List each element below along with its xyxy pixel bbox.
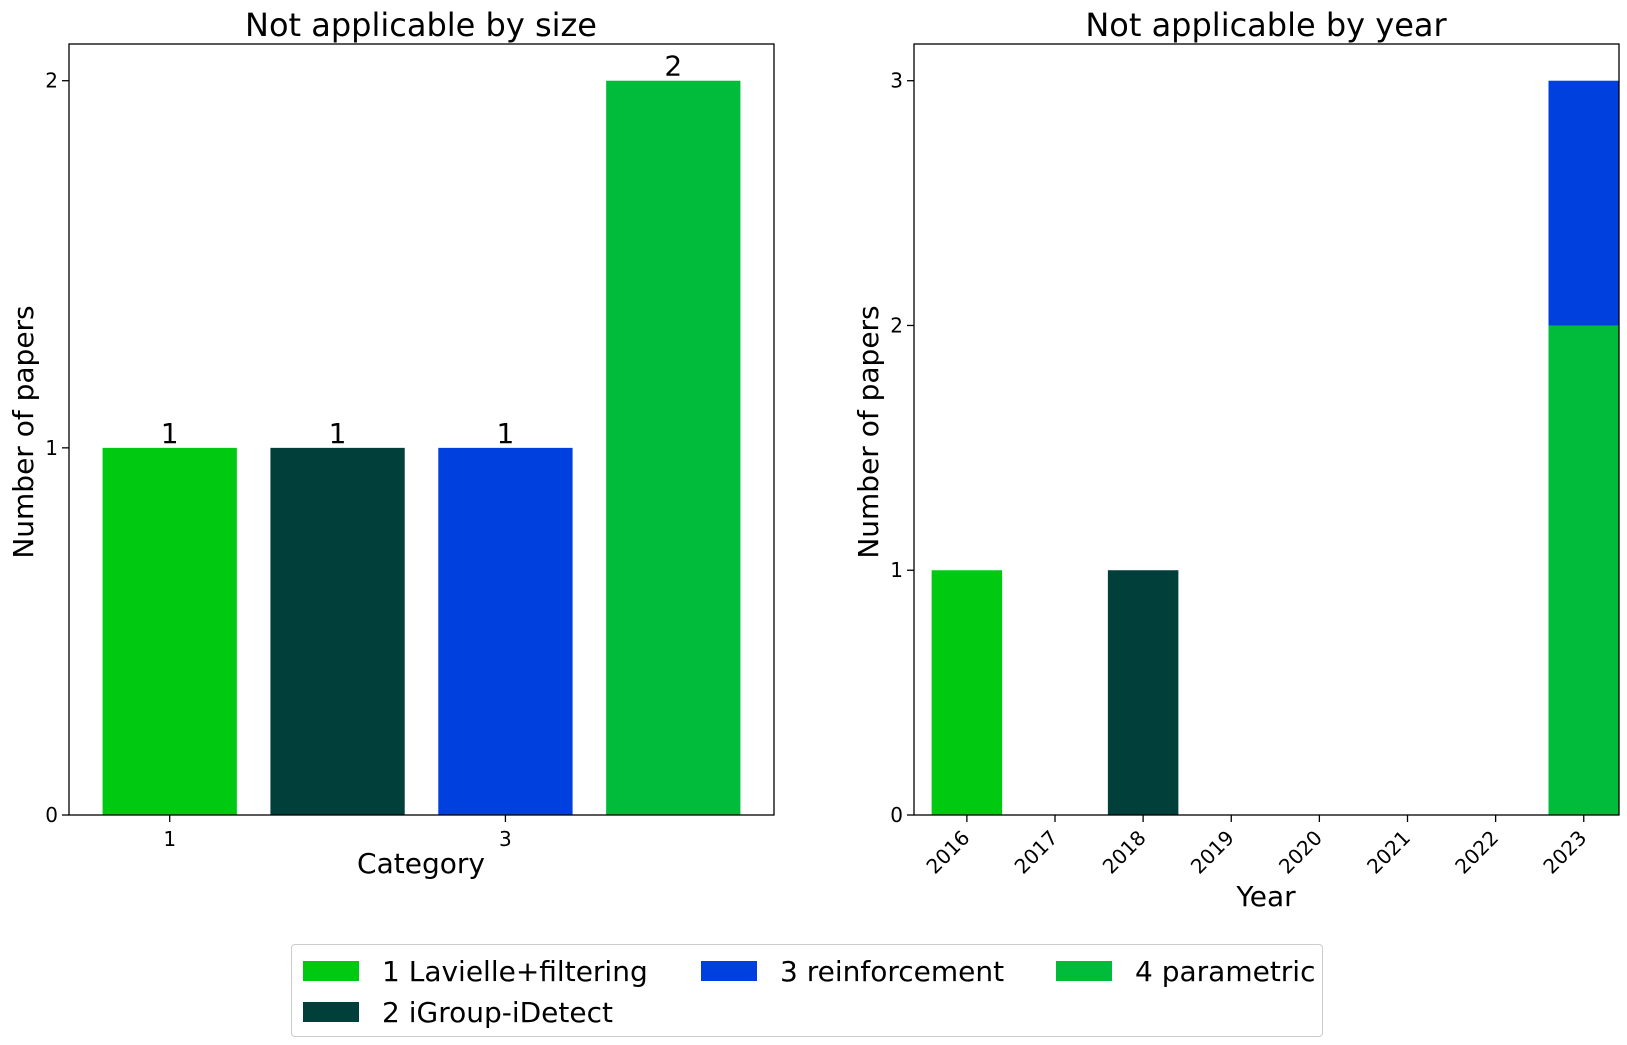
- chart-size-xlabel: Category: [357, 847, 485, 880]
- bar-2018-2-igroup-idetect: [1107, 570, 1179, 815]
- chart-size-frame: [68, 43, 775, 816]
- chart-size-bars: 1 1 1 2: [102, 50, 741, 815]
- x-tick-label: 2018: [1098, 826, 1151, 879]
- legend-swatch-parametric: [1056, 961, 1112, 981]
- chart-year-frame: [913, 43, 1620, 816]
- bar-category-2: [270, 447, 405, 815]
- legend-swatch-igroup: [303, 1002, 359, 1022]
- x-tick-label: 2022: [1450, 826, 1503, 879]
- y-tick-label: 0: [45, 803, 58, 827]
- bar-category-3: [438, 447, 573, 815]
- legend-label-reinforcement: 3 reinforcement: [780, 954, 1005, 988]
- data-label-category-4: 2: [664, 50, 682, 83]
- legend-label-lavielle: 1 Lavielle+filtering: [382, 954, 648, 988]
- legend-label-parametric: 4 parametric: [1135, 954, 1316, 988]
- data-label-category-3: 1: [497, 417, 515, 450]
- x-tick-label: 2016: [921, 826, 974, 879]
- x-tick-label: 3: [499, 827, 512, 851]
- legend-label-igroup: 2 iGroup-iDetect: [382, 995, 613, 1029]
- data-label-category-2: 1: [329, 417, 347, 450]
- y-tick-label: 3: [890, 69, 903, 93]
- x-tick-label: 2021: [1362, 826, 1415, 879]
- chart-size-title: Not applicable by size: [245, 6, 597, 44]
- bar-category-4: [606, 80, 741, 815]
- x-tick-label: 2017: [1010, 826, 1063, 879]
- chart-year-xlabel: Year: [1235, 880, 1296, 913]
- chart-size-axes: 0 1 2 1 3: [45, 69, 512, 851]
- y-tick-label: 2: [890, 313, 903, 337]
- x-tick-label: 1: [163, 827, 176, 851]
- y-tick-label: 2: [45, 69, 58, 93]
- chart-year-bars: [931, 80, 1619, 815]
- bar-2016-1-lavielle-filtering: [931, 570, 1003, 815]
- bar-category-1: [102, 447, 237, 815]
- legend-item-igroup: 2 iGroup-iDetect: [303, 992, 613, 1032]
- x-tick-label: 2023: [1538, 826, 1591, 879]
- y-tick-label: 1: [45, 436, 58, 460]
- bar-2023-4-parametric: [1548, 325, 1619, 815]
- y-tick-label: 0: [890, 803, 903, 827]
- chart-size: Not applicable by size Number of papers …: [7, 6, 775, 880]
- x-tick-label: 2019: [1186, 826, 1239, 879]
- chart-size-ylabel: Number of papers: [7, 305, 40, 558]
- chart-year-ylabel: Number of papers: [852, 305, 885, 558]
- data-label-category-1: 1: [161, 417, 179, 450]
- legend-swatch-reinforcement: [701, 961, 757, 981]
- legend-item-reinforcement: 3 reinforcement: [701, 951, 1004, 991]
- legend-item-parametric: 4 parametric: [1056, 951, 1315, 991]
- y-tick-label: 1: [890, 558, 903, 582]
- legend-item-lavielle: 1 Lavielle+filtering: [303, 951, 648, 991]
- chart-year-title: Not applicable by year: [1085, 6, 1447, 44]
- bar-2023-3-reinforcement: [1548, 80, 1619, 326]
- legend-swatch-lavielle: [303, 961, 359, 981]
- legend: 1 Lavielle+filtering 2 iGroup-iDetect 3 …: [291, 944, 1323, 1037]
- x-tick-label: 2020: [1274, 826, 1327, 879]
- chart-year: Not applicable by year Number of papers …: [852, 6, 1620, 913]
